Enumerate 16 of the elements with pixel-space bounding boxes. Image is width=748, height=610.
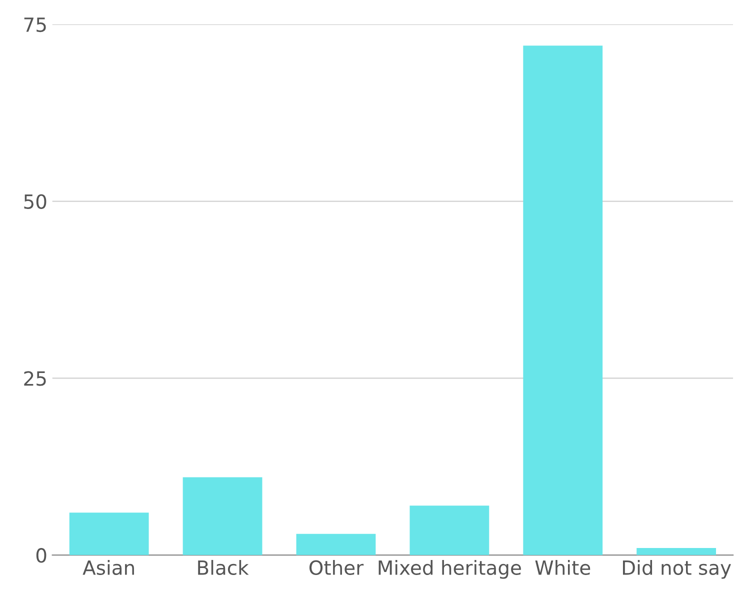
y-tick-label: 25	[24, 371, 46, 386]
x-tick-label: Asian	[82, 560, 134, 576]
x-tick-label: Other	[309, 560, 364, 576]
x-tick-label: Black	[198, 560, 249, 576]
bar	[182, 477, 262, 556]
y-tick-label: 50	[24, 194, 46, 209]
bar	[636, 548, 716, 556]
x-tick-label: White	[535, 560, 590, 576]
bar	[296, 534, 376, 556]
x-tick-label: Did not say	[622, 560, 731, 579]
bar	[410, 506, 490, 556]
bar	[523, 46, 603, 556]
x-tick-label: Mixed heritage	[378, 560, 521, 579]
y-tick-label: 0	[36, 548, 46, 563]
y-tick-label: 75	[24, 18, 46, 32]
bar	[69, 512, 149, 556]
